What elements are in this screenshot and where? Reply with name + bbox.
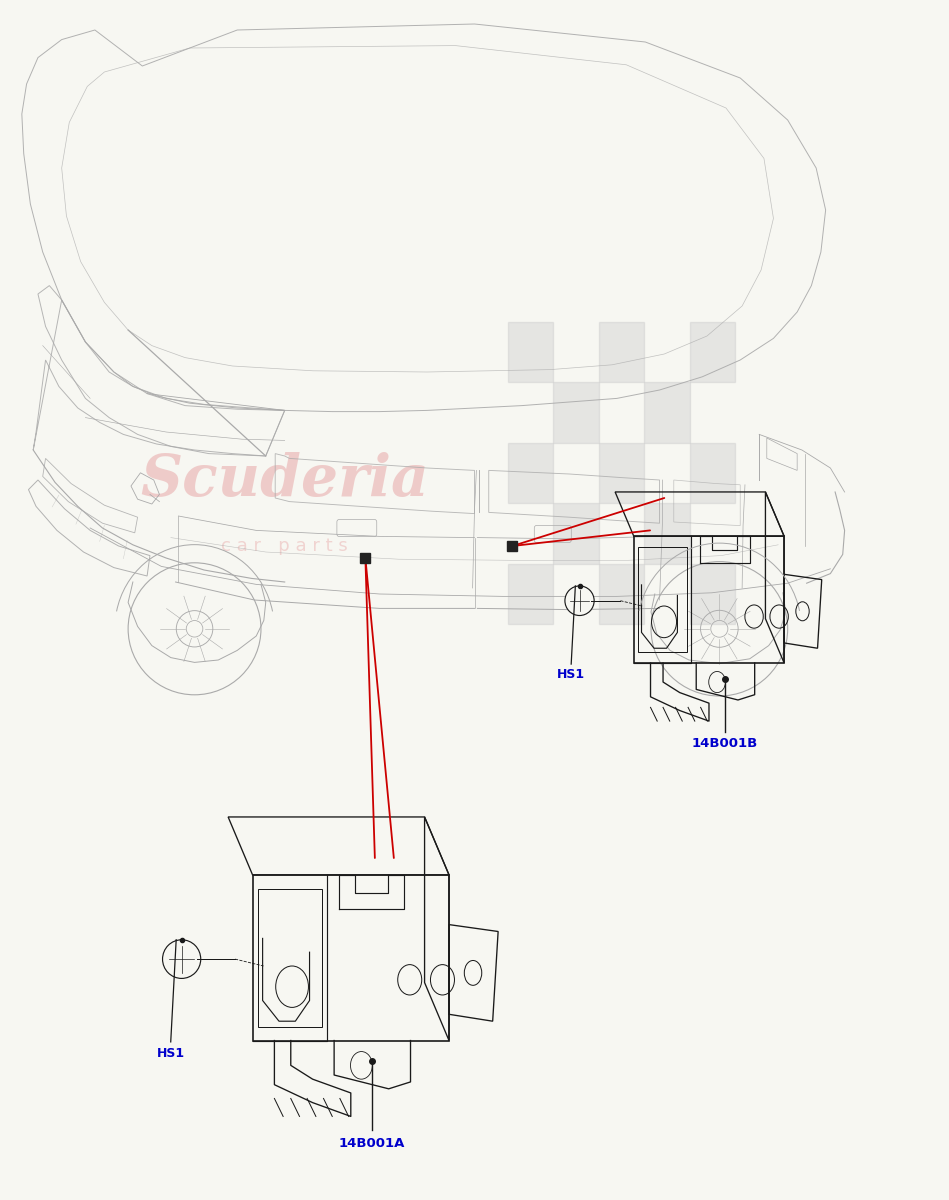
Bar bbox=[599, 564, 644, 624]
Bar bbox=[644, 503, 690, 564]
Bar bbox=[690, 564, 735, 624]
Text: Scuderia: Scuderia bbox=[140, 451, 429, 509]
Ellipse shape bbox=[565, 586, 594, 616]
Bar bbox=[508, 564, 553, 624]
Text: HS1: HS1 bbox=[557, 668, 586, 682]
Bar bbox=[599, 443, 644, 503]
Bar bbox=[553, 382, 599, 443]
Bar bbox=[690, 322, 735, 382]
Text: HS1: HS1 bbox=[157, 1048, 185, 1061]
Text: c a r   p a r t s: c a r p a r t s bbox=[221, 538, 348, 554]
Bar bbox=[508, 322, 553, 382]
Bar bbox=[690, 443, 735, 503]
Ellipse shape bbox=[162, 940, 201, 978]
Text: 14B001B: 14B001B bbox=[692, 737, 758, 750]
Text: 14B001A: 14B001A bbox=[339, 1138, 404, 1150]
Bar bbox=[508, 443, 553, 503]
Bar bbox=[644, 382, 690, 443]
Bar bbox=[553, 503, 599, 564]
Bar bbox=[599, 322, 644, 382]
